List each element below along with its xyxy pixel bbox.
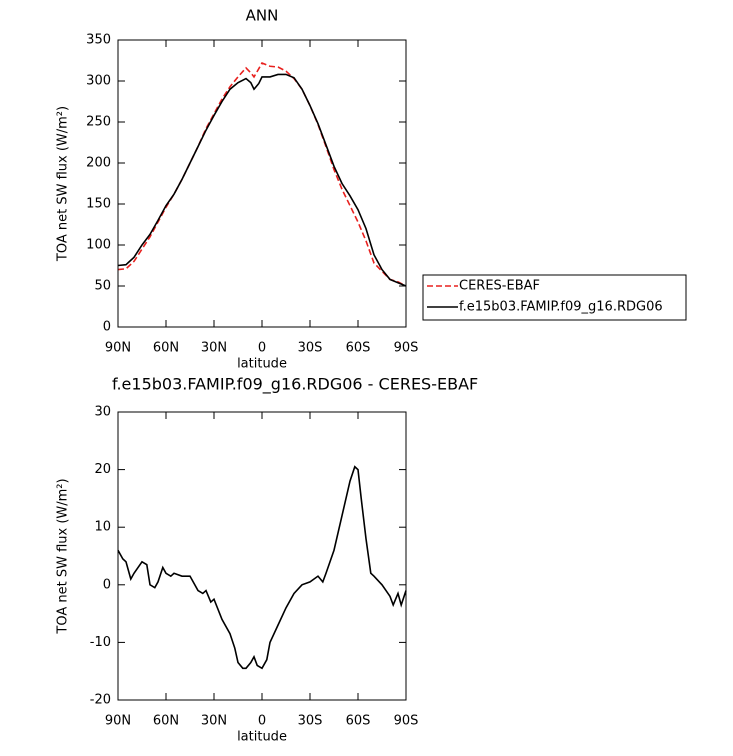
y-tick-label: -10 xyxy=(90,635,111,650)
y-tick-label: 20 xyxy=(94,462,111,477)
y-axis-label: TOA net SW flux (W/m²) xyxy=(56,478,71,634)
y-tick-label: 10 xyxy=(94,520,111,535)
x-tick-label: 30S xyxy=(298,714,323,729)
x-tick-label: 90S xyxy=(394,714,419,729)
y-tick-label: 100 xyxy=(86,238,111,253)
x-tick-label: 90S xyxy=(394,341,419,356)
y-tick-label: 30 xyxy=(94,405,111,420)
x-tick-label: 0 xyxy=(258,714,266,729)
y-tick-label: 0 xyxy=(103,320,111,335)
data-line xyxy=(117,61,407,287)
plot-frame xyxy=(117,411,407,701)
x-tick-label: 30N xyxy=(201,341,227,356)
y-tick-label: 50 xyxy=(94,279,111,294)
y-axis-label: TOA net SW flux (W/m²) xyxy=(56,106,71,262)
x-tick-label: 30S xyxy=(298,341,323,356)
y-tick-label: 350 xyxy=(86,33,111,48)
legend-label: CERES-EBAF xyxy=(459,279,540,294)
x-tick-label: 30N xyxy=(201,714,227,729)
chart-title: f.e15b03.FAMIP.f09_g16.RDG06 - CERES-EBA… xyxy=(112,375,478,395)
legend-box xyxy=(422,274,687,321)
plot-frame xyxy=(117,39,407,328)
x-axis-label: latitude xyxy=(237,730,287,745)
y-tick-label: 0 xyxy=(103,577,111,592)
x-tick-label: 90N xyxy=(105,341,131,356)
y-tick-label: 250 xyxy=(86,115,111,130)
x-tick-label: 0 xyxy=(258,341,266,356)
x-axis-label: latitude xyxy=(237,357,287,372)
y-tick-label: 300 xyxy=(86,74,111,89)
x-tick-label: 90N xyxy=(105,714,131,729)
y-tick-label: 150 xyxy=(86,197,111,212)
legend-label: f.e15b03.FAMIP.f09_g16.RDG06 xyxy=(459,300,663,315)
data-line xyxy=(117,73,407,287)
x-tick-label: 60N xyxy=(153,714,179,729)
x-tick-label: 60N xyxy=(153,341,179,356)
x-tick-label: 60S xyxy=(346,341,371,356)
data-line xyxy=(117,465,407,670)
y-tick-label: 200 xyxy=(86,156,111,171)
x-tick-label: 60S xyxy=(346,714,371,729)
y-tick-label: -20 xyxy=(90,693,111,708)
chart-title: ANN xyxy=(246,7,279,25)
